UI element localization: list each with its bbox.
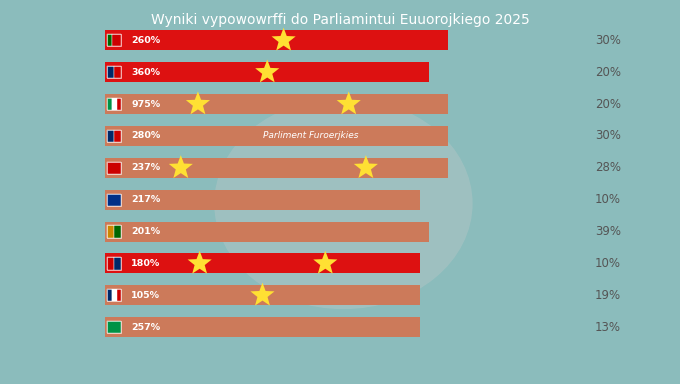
- FancyBboxPatch shape: [116, 98, 121, 110]
- Text: 10%: 10%: [595, 193, 621, 206]
- FancyBboxPatch shape: [107, 98, 112, 110]
- FancyBboxPatch shape: [114, 66, 121, 78]
- Text: Parliment Furoerjkies: Parliment Furoerjkies: [263, 131, 358, 141]
- FancyBboxPatch shape: [112, 34, 121, 46]
- Text: 201%: 201%: [131, 227, 160, 236]
- Text: 10%: 10%: [595, 257, 621, 270]
- PathPatch shape: [354, 155, 378, 178]
- Text: 19%: 19%: [595, 289, 621, 302]
- FancyBboxPatch shape: [105, 62, 429, 82]
- FancyBboxPatch shape: [112, 289, 116, 301]
- PathPatch shape: [188, 251, 211, 274]
- FancyBboxPatch shape: [107, 321, 121, 333]
- Text: 20%: 20%: [595, 98, 621, 111]
- Text: 975%: 975%: [131, 99, 160, 109]
- Ellipse shape: [214, 98, 473, 309]
- FancyBboxPatch shape: [105, 126, 448, 146]
- FancyBboxPatch shape: [105, 94, 448, 114]
- PathPatch shape: [313, 251, 337, 274]
- Text: 217%: 217%: [131, 195, 160, 204]
- Text: 257%: 257%: [131, 323, 160, 332]
- Text: 28%: 28%: [595, 161, 621, 174]
- Text: 20%: 20%: [595, 66, 621, 79]
- FancyBboxPatch shape: [107, 289, 112, 301]
- PathPatch shape: [337, 91, 361, 114]
- FancyBboxPatch shape: [105, 317, 420, 337]
- Text: 30%: 30%: [595, 129, 621, 142]
- FancyBboxPatch shape: [112, 98, 116, 110]
- FancyBboxPatch shape: [114, 257, 121, 270]
- PathPatch shape: [186, 91, 210, 114]
- Text: 13%: 13%: [595, 321, 621, 334]
- FancyBboxPatch shape: [105, 30, 448, 50]
- PathPatch shape: [255, 60, 279, 83]
- Text: 280%: 280%: [131, 131, 160, 141]
- FancyBboxPatch shape: [105, 285, 420, 305]
- Text: 30%: 30%: [595, 34, 621, 47]
- FancyBboxPatch shape: [105, 190, 420, 210]
- FancyBboxPatch shape: [114, 225, 121, 238]
- FancyBboxPatch shape: [107, 162, 121, 174]
- Text: 180%: 180%: [131, 259, 160, 268]
- PathPatch shape: [271, 28, 296, 51]
- FancyBboxPatch shape: [105, 158, 448, 178]
- FancyBboxPatch shape: [114, 130, 121, 142]
- FancyBboxPatch shape: [107, 130, 114, 142]
- Text: Wyniki vypowowrffi do Parliamintui Euuorojkiego 2025: Wyniki vypowowrffi do Parliamintui Euuor…: [151, 13, 529, 27]
- FancyBboxPatch shape: [107, 225, 114, 238]
- FancyBboxPatch shape: [105, 222, 429, 242]
- PathPatch shape: [250, 283, 275, 306]
- FancyBboxPatch shape: [105, 253, 420, 273]
- FancyBboxPatch shape: [107, 34, 112, 46]
- FancyBboxPatch shape: [107, 257, 114, 270]
- Text: 39%: 39%: [595, 225, 621, 238]
- FancyBboxPatch shape: [107, 194, 121, 206]
- Text: 260%: 260%: [131, 36, 160, 45]
- FancyBboxPatch shape: [116, 289, 121, 301]
- PathPatch shape: [169, 155, 193, 178]
- Text: 360%: 360%: [131, 68, 160, 77]
- Text: 105%: 105%: [131, 291, 160, 300]
- Text: 237%: 237%: [131, 163, 160, 172]
- FancyBboxPatch shape: [107, 66, 114, 78]
